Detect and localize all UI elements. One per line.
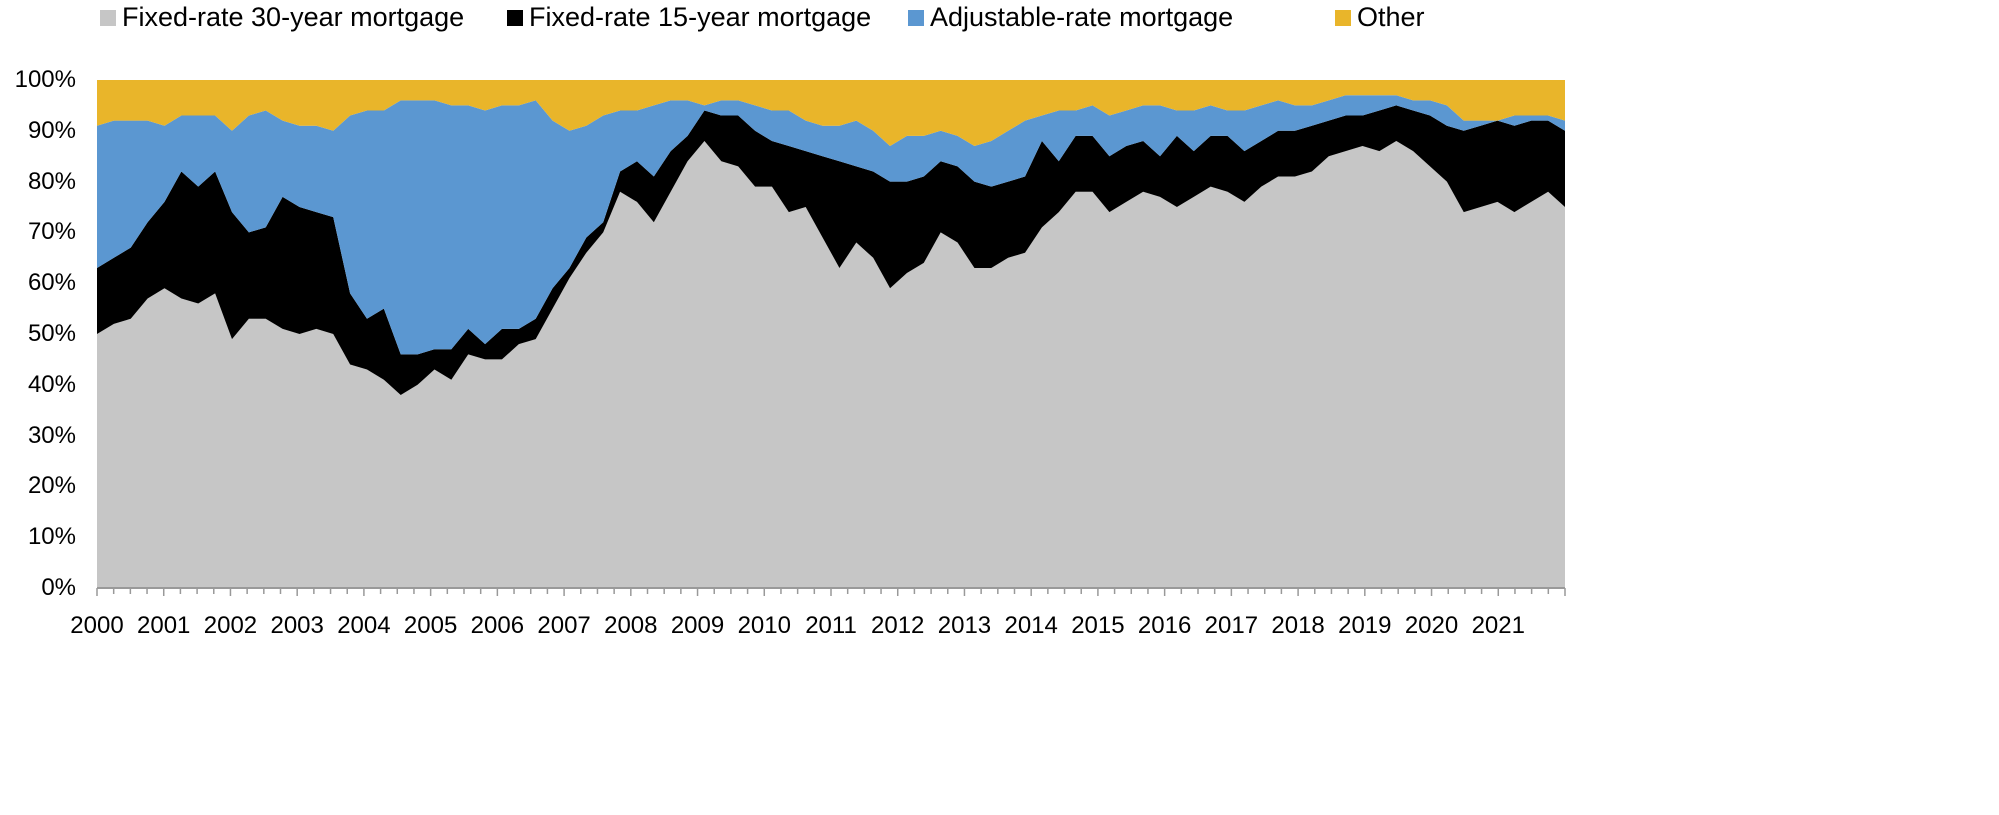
x-tick-label: 2011 bbox=[805, 612, 857, 639]
legend: Fixed-rate 30-year mortgage Fixed-rate 1… bbox=[0, 0, 1999, 40]
x-tick-label: 2004 bbox=[337, 612, 391, 639]
x-tick-label: 2019 bbox=[1338, 612, 1392, 639]
y-tick-label: 20% bbox=[27, 472, 76, 500]
legend-swatch-arm bbox=[908, 9, 924, 26]
x-tick-label: 2010 bbox=[737, 612, 791, 639]
x-tick-label: 2003 bbox=[270, 612, 324, 639]
y-tick-label: 80% bbox=[27, 167, 76, 195]
area-series-2 bbox=[97, 105, 1565, 395]
x-tick-label: 2000 bbox=[70, 612, 124, 639]
x-tick-label: 2007 bbox=[537, 612, 591, 639]
y-tick-label: 70% bbox=[27, 218, 76, 246]
area-series-4 bbox=[97, 80, 1565, 147]
y-tick-label: 90% bbox=[27, 116, 76, 144]
x-tick-label: 2005 bbox=[403, 612, 458, 639]
y-tick-label: 60% bbox=[27, 269, 76, 297]
legend-item-fixed-15: Fixed-rate 15-year mortgage bbox=[507, 2, 871, 33]
y-tick-label: 30% bbox=[27, 421, 76, 449]
x-tick-label: 2014 bbox=[1004, 612, 1058, 639]
y-tick-label: 40% bbox=[27, 370, 76, 398]
legend-swatch-fixed-30 bbox=[100, 9, 116, 26]
legend-item-arm: Adjustable-rate mortgage bbox=[908, 2, 1233, 33]
legend-label-fixed-30: Fixed-rate 30-year mortgage bbox=[122, 2, 465, 32]
legend-label-other: Other bbox=[1357, 2, 1425, 32]
x-tick-label: 2013 bbox=[937, 612, 992, 639]
legend-swatch-fixed-15 bbox=[507, 9, 523, 26]
x-tick-label: 2021 bbox=[1471, 612, 1525, 639]
legend-label-arm: Adjustable-rate mortgage bbox=[930, 2, 1234, 32]
area-series-1 bbox=[97, 140, 1565, 588]
y-tick-label: 100% bbox=[14, 66, 76, 93]
x-tick-label: 2006 bbox=[470, 612, 525, 639]
x-tick-label: 2012 bbox=[871, 612, 925, 639]
area-series-3 bbox=[97, 95, 1565, 355]
y-tick-label: 10% bbox=[27, 523, 76, 551]
y-tick-label: 0% bbox=[41, 574, 76, 601]
legend-swatch-other bbox=[1335, 9, 1351, 26]
legend-item-other: Other bbox=[1335, 2, 1425, 33]
x-tick-label: 2020 bbox=[1404, 612, 1459, 639]
legend-label-fixed-15: Fixed-rate 15-year mortgage bbox=[529, 2, 872, 32]
x-tick-label: 2018 bbox=[1271, 612, 1325, 639]
y-tick-label: 50% bbox=[27, 320, 76, 347]
x-tick-label: 2017 bbox=[1204, 612, 1259, 639]
x-tick-label: 2016 bbox=[1137, 612, 1192, 639]
x-tick-label: 2009 bbox=[670, 612, 725, 639]
legend-item-fixed-30: Fixed-rate 30-year mortgage bbox=[100, 2, 464, 33]
x-tick-label: 2015 bbox=[1071, 612, 1125, 639]
x-tick-label: 2001 bbox=[137, 612, 191, 639]
x-tick-label: 2008 bbox=[604, 612, 658, 639]
x-tick-label: 2002 bbox=[203, 612, 258, 639]
